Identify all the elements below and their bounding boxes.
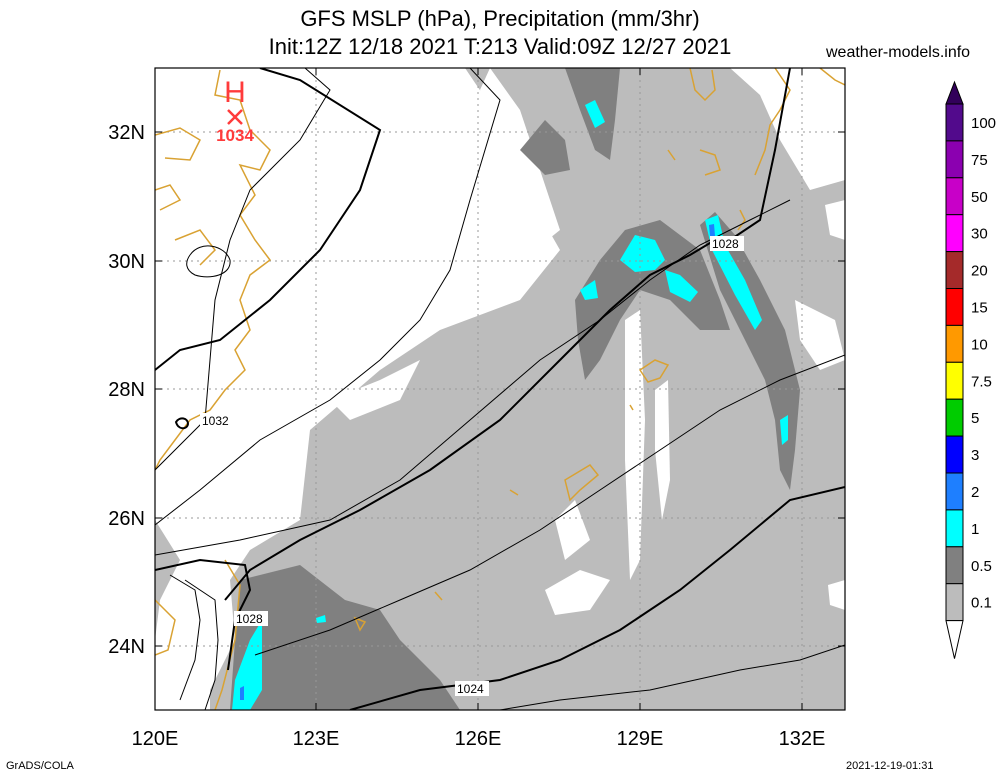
lon-label: 132E <box>779 728 826 750</box>
lon-label: 126E <box>455 728 502 750</box>
precip-moderate-area <box>230 565 460 710</box>
color-legend: 100 75 50 30 20 15 10 7.5 5 3 2 1 0.5 0.1 <box>945 80 996 659</box>
map-area: 1032 1028 1028 1024 H 1034 <box>155 68 845 710</box>
latitude-labels: 32N 30N 28N 26N 24N <box>108 122 145 658</box>
legend-label: 10 <box>971 336 988 353</box>
legend-label: 0.1 <box>971 595 992 612</box>
isobar-label: 1028 <box>236 612 263 626</box>
legend-swatch <box>945 324 964 363</box>
precip-heavy-area <box>232 620 262 710</box>
precip-light-area <box>155 520 180 640</box>
grid-lines <box>155 68 845 710</box>
axis-ticks <box>155 68 845 710</box>
lat-label: 26N <box>108 508 145 530</box>
precip-moderate-area <box>700 212 800 490</box>
longitude-labels: 120E 123E 126E 129E 132E <box>132 728 826 750</box>
lat-label: 32N <box>108 122 145 144</box>
high-center-marker-icon <box>227 109 243 125</box>
legend-top-arrow <box>945 80 964 105</box>
legend-bottom-arrow <box>945 620 964 659</box>
lon-label: 129E <box>617 728 664 750</box>
legend-label: 50 <box>971 189 988 206</box>
legend-swatch <box>945 361 964 400</box>
lon-label: 120E <box>132 728 179 750</box>
lat-label: 28N <box>108 379 145 401</box>
legend-label: 100 <box>971 115 996 132</box>
legend-swatch <box>945 509 964 548</box>
high-symbol: H <box>224 76 246 109</box>
legend-swatch <box>945 288 964 326</box>
high-pressure-center: H 1034 <box>216 76 254 145</box>
legend-label: 0.5 <box>971 558 992 575</box>
legend-swatch <box>945 583 964 622</box>
high-pressure-value: 1034 <box>216 126 254 145</box>
precip-heavy-area <box>665 270 698 302</box>
precip-moderate-area <box>575 220 730 380</box>
isobar-labels: 1032 1028 1028 1024 <box>200 236 744 696</box>
legend-label: 3 <box>971 447 979 464</box>
generated-timestamp: 2021-12-19-01:31 <box>846 760 934 772</box>
legend-label: 7.5 <box>971 373 992 390</box>
lat-label: 30N <box>108 251 145 273</box>
isobar-label: 1032 <box>202 414 229 428</box>
software-credit: GrADS/COLA <box>6 760 74 772</box>
legend-swatch <box>945 435 964 474</box>
legend-swatch <box>945 103 964 142</box>
precip-heavy-area <box>316 615 326 623</box>
legend-label: 15 <box>971 300 988 317</box>
precip-heavy-area <box>580 280 598 300</box>
isobar-label: 1024 <box>457 682 484 696</box>
isobars <box>155 68 845 710</box>
chart-subtitle: Init:12Z 12/18 2021 T:213 Valid:09Z 12/2… <box>268 34 732 59</box>
precip-heavy-area <box>585 100 605 128</box>
legend-label: 20 <box>971 263 988 280</box>
legend-swatch <box>945 214 964 253</box>
legend-swatch <box>945 251 964 290</box>
legend-swatch <box>945 140 964 179</box>
legend-label: 1 <box>971 521 979 538</box>
source-credit: weather-models.info <box>826 44 971 61</box>
isobar-label: 1028 <box>712 237 739 251</box>
precip-heavy-area <box>620 235 665 272</box>
precip-moderate-area <box>520 120 570 175</box>
precip-heavy-area <box>780 415 788 445</box>
legend-label: 5 <box>971 410 979 427</box>
legend-swatch <box>945 177 964 216</box>
legend-swatch <box>945 472 964 511</box>
legend-swatch <box>945 398 964 437</box>
legend-label: 2 <box>971 484 979 501</box>
legend-label: 75 <box>971 152 988 169</box>
legend-label: 30 <box>971 226 988 243</box>
lon-label: 123E <box>293 728 340 750</box>
legend-swatch <box>945 546 964 585</box>
lat-label: 24N <box>108 636 145 658</box>
chart-title: GFS MSLP (hPa), Precipitation (mm/3hr) <box>300 6 700 31</box>
